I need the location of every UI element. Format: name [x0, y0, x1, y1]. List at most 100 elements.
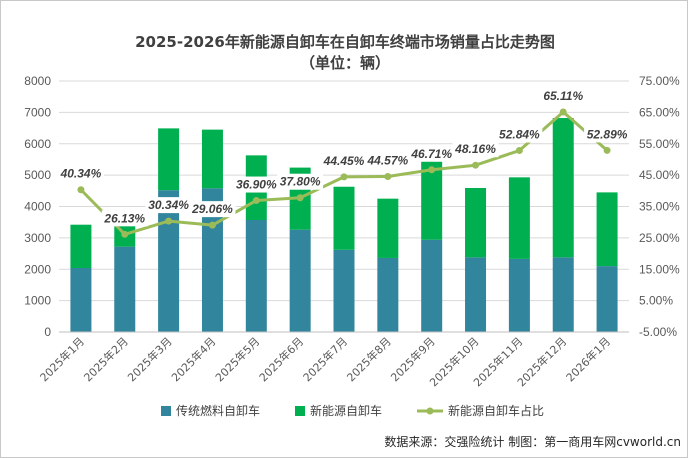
data-label-background [584, 126, 631, 143]
legend-new-energy-label: 新能源自卸车 [310, 403, 382, 418]
chart-subtitle: （单位：辆） [300, 54, 390, 72]
y-right-tick-label: -5.00% [639, 325, 677, 339]
legend-traditional-label: 传统燃料自卸车 [176, 403, 260, 418]
share-data-label: 26.13% [103, 211, 145, 225]
data-label-background [277, 173, 324, 190]
x-tick-label: 2025年4月 [168, 334, 218, 384]
y-left-tick-label: 1000 [24, 294, 51, 308]
y-left-tick-label: 6000 [24, 137, 51, 151]
bar-new-energy[interactable] [596, 192, 618, 267]
x-tick-label: 2025年6月 [256, 334, 306, 384]
share-point[interactable] [296, 194, 304, 202]
y-right-tick-label: 5.00% [639, 294, 673, 308]
bar-new-energy[interactable] [333, 186, 355, 250]
share-point[interactable] [208, 221, 216, 229]
share-point[interactable] [603, 146, 611, 154]
bar-traditional[interactable] [333, 249, 355, 332]
bar-traditional[interactable] [465, 257, 487, 332]
bar-traditional[interactable] [421, 239, 443, 332]
share-data-label: 44.45% [323, 154, 365, 168]
x-tick-label: 2025年1月 [37, 334, 87, 384]
x-tick-label: 2025年7月 [300, 334, 350, 384]
bar-new-energy[interactable] [552, 118, 574, 258]
bar-traditional[interactable] [596, 266, 618, 332]
share-point[interactable] [559, 108, 567, 116]
bar-new-energy[interactable] [70, 224, 92, 268]
bar-traditional[interactable] [114, 246, 136, 332]
y-right-tick-label: 35.00% [639, 200, 680, 214]
y-right-tick-label: 45.00% [639, 168, 680, 182]
bar-new-energy[interactable] [377, 198, 399, 258]
share-point[interactable] [121, 230, 129, 238]
bar-traditional[interactable] [377, 257, 399, 332]
y-right-tick-label: 25.00% [639, 231, 680, 245]
bar-layer [70, 118, 618, 332]
y-right-tick-label: 65.00% [639, 105, 680, 119]
chart-title: 2025-2026年新能源自卸车在自卸车终端市场销量占比走势图 [135, 33, 555, 51]
data-label-background [496, 126, 543, 143]
bar-new-energy[interactable] [201, 129, 223, 189]
data-label-background [364, 152, 411, 169]
data-label-background [145, 197, 192, 214]
legend-share-marker [426, 407, 434, 415]
share-data-label: 30.34% [148, 198, 189, 212]
share-data-label: 48.16% [454, 142, 496, 156]
share-data-label: 29.06% [191, 202, 233, 216]
y-left-tick-label: 7000 [24, 105, 51, 119]
data-label-background [233, 176, 280, 193]
x-tick-label: 2025年3月 [125, 334, 175, 384]
bar-new-energy[interactable] [158, 128, 180, 191]
y-left-tick-label: 0 [44, 325, 51, 339]
legend-share-label: 新能源自卸车占比 [448, 403, 544, 418]
x-tick-label: 2026年1月 [563, 334, 613, 384]
share-data-label: 52.89% [587, 127, 628, 141]
share-data-label: 40.34% [60, 167, 102, 181]
share-point[interactable] [77, 186, 85, 194]
bar-traditional[interactable] [245, 219, 267, 332]
share-point[interactable] [472, 161, 480, 169]
data-label-background [408, 145, 455, 162]
bar-traditional[interactable] [289, 229, 311, 332]
bar-traditional[interactable] [508, 258, 530, 332]
data-label-background [452, 141, 499, 158]
share-point[interactable] [515, 147, 523, 155]
y-left-tick-label: 2000 [24, 262, 51, 276]
bar-traditional[interactable] [552, 257, 574, 332]
legend-new-energy-swatch [295, 406, 305, 416]
bar-new-energy[interactable] [508, 177, 530, 259]
share-point[interactable] [428, 166, 436, 174]
share-data-label: 52.84% [499, 128, 540, 142]
legend: 传统燃料自卸车 新能源自卸车 新能源自卸车占比 [161, 403, 544, 418]
legend-traditional-swatch [161, 406, 171, 416]
share-point[interactable] [384, 172, 392, 180]
share-point[interactable] [340, 173, 348, 181]
share-point[interactable] [252, 197, 260, 205]
data-label-background [540, 88, 587, 105]
data-label-layer: 40.34% 26.13%30.34% 29.06%36.90% 37.80%44.4… [57, 88, 631, 227]
y-left-tick-label: 4000 [24, 200, 51, 214]
x-tick-label: 2025年5月 [212, 334, 262, 384]
y-right-tick-label: 15.00% [639, 262, 680, 276]
source-footer: 数据来源：交强险统计 制图：第一商用车网cvworld.cn [384, 434, 681, 449]
bar-traditional[interactable] [158, 190, 180, 332]
bar-new-energy[interactable] [465, 187, 487, 258]
y-right-tick-label: 75.00% [639, 74, 680, 88]
bar-new-energy[interactable] [421, 159, 443, 240]
y-left-tick-label: 5000 [24, 168, 51, 182]
y-left-tick-label: 8000 [24, 74, 51, 88]
share-point[interactable] [165, 217, 173, 225]
bar-traditional[interactable] [70, 267, 92, 332]
share-data-label: 65.11% [543, 89, 583, 103]
data-label-background [321, 152, 367, 169]
share-data-label: 44.57% [366, 153, 408, 167]
data-label-background [57, 165, 104, 182]
share-data-label: 36.90% [236, 178, 277, 192]
share-data-label: 37.80% [280, 175, 321, 189]
data-label-background [189, 201, 236, 218]
share-data-label: 46.71% [410, 147, 452, 161]
x-tick-label: 2025年2月 [81, 334, 131, 384]
y-left-tick-label: 3000 [24, 231, 51, 245]
line-layer [77, 108, 611, 238]
